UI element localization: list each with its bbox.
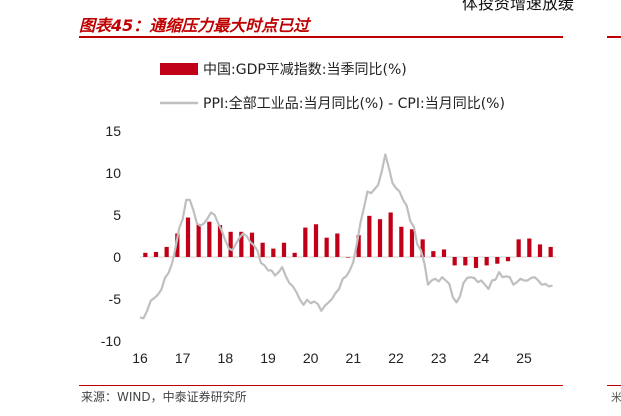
bar-point <box>175 233 180 257</box>
bar-series <box>143 212 553 268</box>
bar-point <box>228 231 233 257</box>
bar-point <box>473 257 479 268</box>
bar-point <box>505 257 511 262</box>
bar-point <box>420 239 425 257</box>
bar-point <box>537 244 543 257</box>
clipped-previous-text: 体投资增速放缓 <box>462 0 575 13</box>
bar-point <box>239 231 244 257</box>
bar-point <box>153 251 159 257</box>
bar-point <box>356 235 361 257</box>
bar-point <box>281 242 287 257</box>
x-tick-label: 19 <box>260 350 276 366</box>
title-divider-right <box>607 36 621 38</box>
bar-point <box>324 237 329 257</box>
x-tick-label: 21 <box>346 350 362 366</box>
x-tick-label: 22 <box>388 350 404 366</box>
clipped-edge-mark: 米 <box>611 391 621 404</box>
bar-point <box>260 242 265 257</box>
bar-point <box>196 224 201 257</box>
line-series <box>139 153 553 320</box>
legend: 中国:GDP平减指数:当季同比(%) PPI:全部工业品:当月同比(%) - C… <box>160 62 505 112</box>
x-tick-label: 23 <box>431 350 447 366</box>
source-note: 来源：WIND，中泰证券研究所 <box>81 390 247 404</box>
y-tick-label: 15 <box>105 123 121 139</box>
y-tick-label: 10 <box>105 165 121 181</box>
bar-point <box>441 249 447 257</box>
bar-point <box>463 257 468 266</box>
bar-point <box>399 226 404 257</box>
x-tick-label: 20 <box>303 350 319 366</box>
bar-point <box>164 246 169 257</box>
legend-bar-swatch <box>160 63 198 75</box>
source-divider <box>79 385 563 386</box>
bar-point <box>185 217 191 257</box>
source-divider-right <box>607 385 621 386</box>
y-tick-label: 0 <box>113 249 121 265</box>
y-tick-label: 5 <box>113 207 121 223</box>
x-tick-label: 17 <box>175 350 191 366</box>
y-tick-label: -10 <box>101 333 121 349</box>
bar-point <box>527 238 532 257</box>
x-tick-label: 18 <box>218 350 234 366</box>
x-tick-label: 16 <box>132 350 148 366</box>
bar-point <box>484 257 489 266</box>
bar-point <box>367 215 372 257</box>
bar-point <box>207 221 212 257</box>
bar-point <box>495 257 500 264</box>
title-divider <box>79 36 563 38</box>
bar-point <box>313 224 319 257</box>
bar-point <box>377 219 383 257</box>
bar-point <box>303 227 308 257</box>
bar-point <box>292 252 297 257</box>
bar-point <box>345 257 351 258</box>
legend-bar-label: 中国:GDP平减指数:当季同比(%) <box>203 62 407 78</box>
legend-line-label: PPI:全部工业品:当月同比(%) - CPI:当月同比(%) <box>203 95 505 112</box>
y-axis: 15 10 5 0 -5 -10 <box>101 123 121 349</box>
bar-point <box>143 252 148 257</box>
bar-point <box>431 251 436 257</box>
bar-point <box>335 233 340 257</box>
bar-point <box>409 229 415 257</box>
ppi-cpi-line <box>139 153 553 320</box>
bar-point <box>271 248 276 257</box>
bar-point <box>217 225 223 257</box>
bar-point <box>548 246 553 257</box>
y-tick-label: -5 <box>109 291 122 307</box>
x-tick-label: 24 <box>474 350 490 366</box>
x-axis: 16 17 18 19 20 21 22 23 24 25 <box>132 256 556 366</box>
bar-point <box>388 212 393 257</box>
bar-point <box>452 257 457 266</box>
figure-title: 图表45：通缩压力最大时点已过 <box>79 16 310 35</box>
bar-point <box>516 239 521 257</box>
x-tick-label: 25 <box>516 350 532 366</box>
